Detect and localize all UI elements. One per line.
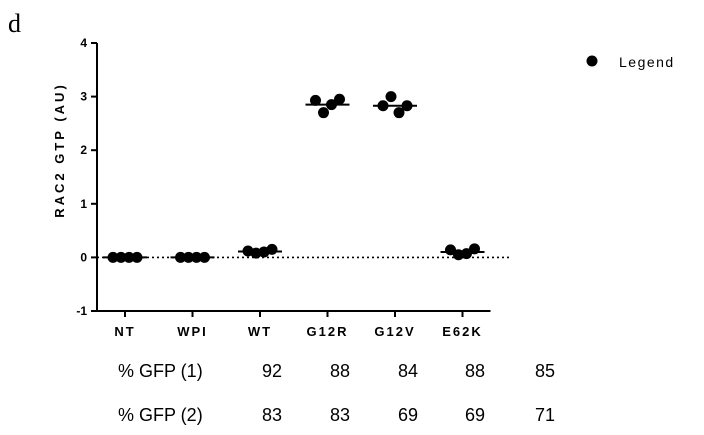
data-point <box>401 100 413 112</box>
gfp-value: 83 <box>262 405 282 425</box>
y-tick-label: -1 <box>76 304 87 318</box>
gfp-value: 83 <box>330 405 350 425</box>
gfp-row-label: % GFP (1) <box>118 361 203 381</box>
gfp-value: 88 <box>465 361 485 381</box>
legend-label: Legend <box>619 54 675 70</box>
y-tick-label: 2 <box>80 143 87 157</box>
data-point <box>250 247 262 259</box>
data-point <box>310 94 321 106</box>
data-point <box>377 100 389 112</box>
x-tick-label: WPI <box>177 324 208 339</box>
data-point <box>107 251 119 263</box>
data-point <box>266 243 278 255</box>
data-point <box>326 99 337 111</box>
y-tick-label: 4 <box>80 36 87 50</box>
data-point <box>334 93 345 105</box>
data-point <box>175 251 186 263</box>
data-point <box>469 243 480 255</box>
gfp-value: 71 <box>535 405 555 425</box>
x-tick-label: G12V <box>374 324 415 339</box>
gfp-value: 88 <box>330 361 350 381</box>
legend-marker <box>586 55 598 67</box>
data-point <box>131 251 143 263</box>
data-points <box>103 91 485 263</box>
legend: Legend <box>586 54 675 70</box>
y-axis-label: RAC2 GTP (AU) <box>52 82 67 218</box>
gfp-row-label: % GFP (2) <box>118 405 203 425</box>
gfp-value: 92 <box>262 361 282 381</box>
gfp-value: 84 <box>398 361 418 381</box>
data-point <box>453 249 464 261</box>
x-tick-label: G12R <box>307 324 349 339</box>
y-tick-label: 1 <box>80 197 87 211</box>
data-point <box>199 251 210 263</box>
y-axis: -1 0 1 2 3 4 <box>76 36 98 318</box>
data-point <box>318 107 329 119</box>
y-tick-label: 0 <box>80 250 87 264</box>
data-point <box>445 244 456 256</box>
x-tick-label: WT <box>248 324 272 339</box>
data-point <box>123 251 135 263</box>
data-point <box>385 91 397 103</box>
data-point <box>393 107 405 119</box>
gfp-value: 85 <box>535 361 555 381</box>
x-tick-label: NT <box>114 324 135 339</box>
x-axis: NT WPI WT G12R G12V E62K <box>97 310 491 339</box>
gfp-value: 69 <box>465 405 485 425</box>
panel-label: d <box>8 9 21 38</box>
data-point <box>191 251 202 263</box>
data-point <box>183 251 194 263</box>
gfp-value: 69 <box>398 405 418 425</box>
data-point <box>115 251 127 263</box>
x-tick-label: E62K <box>442 324 483 339</box>
data-point <box>461 248 472 260</box>
y-tick-label: 3 <box>80 90 87 104</box>
gfp-table: % GFP (1) 92 88 84 88 85 % GFP (2) 83 83 69 69 71 <box>118 361 555 425</box>
